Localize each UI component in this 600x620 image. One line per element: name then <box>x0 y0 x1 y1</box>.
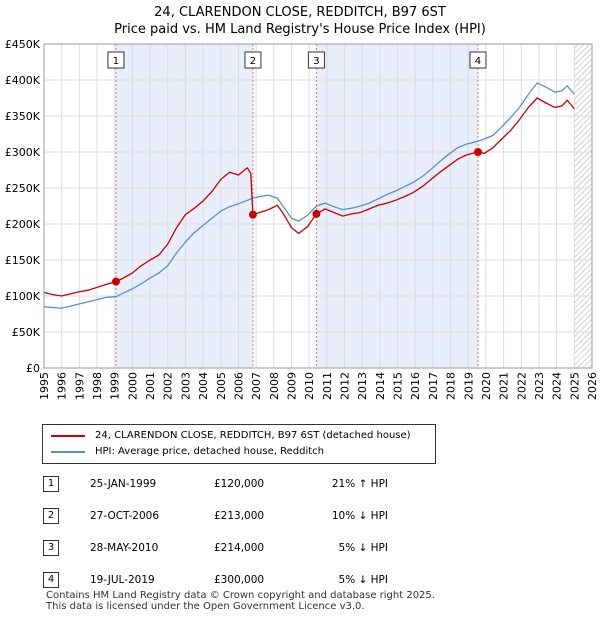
sale-date: 27-OCT-2006 <box>90 510 159 522</box>
x-tick-label: 2022 <box>515 372 528 400</box>
sale-price: £213,000 <box>214 510 265 522</box>
sale-number-badge: 3 <box>43 540 59 556</box>
x-tick-label: 2009 <box>285 372 298 400</box>
y-tick-label: £0 <box>26 362 40 375</box>
x-tick-label: 2011 <box>321 372 334 400</box>
sale-date: 28-MAY-2010 <box>90 542 159 554</box>
sale-price: £120,000 <box>214 478 265 490</box>
sale-number-box <box>107 51 125 69</box>
sale-point <box>312 209 321 218</box>
x-tick-label: 2025 <box>568 372 581 400</box>
sale-date: 25-JAN-1999 <box>90 478 157 490</box>
legend-label-hpi: HPI: Average price, detached house, Redd… <box>95 446 324 457</box>
title-line-1: 24, CLARENDON CLOSE, REDDITCH, B97 6ST <box>154 5 446 20</box>
x-tick-label: 2023 <box>533 372 546 400</box>
x-tick-label: 2024 <box>551 372 564 400</box>
table-row: 4 19-JUL-2019 £300,000 5% ↓ HPI <box>42 568 442 600</box>
property-price-line <box>44 97 575 297</box>
y-tick-label: £100K <box>5 290 41 303</box>
y-tick-label: £250K <box>5 182 41 195</box>
x-tick-label: 2000 <box>126 372 139 400</box>
legend-item-hpi: HPI: Average price, detached house, Redd… <box>51 446 324 458</box>
y-tick-label: £300K <box>5 146 41 159</box>
x-tick-label: 2018 <box>445 372 458 400</box>
x-tick-label: 2012 <box>339 372 352 400</box>
y-tick-label: £350K <box>5 110 41 123</box>
sale-hpi-change: 5% ↓ HPI <box>338 542 388 554</box>
table-row: 1 25-JAN-1999 £120,000 21% ↑ HPI <box>42 472 442 504</box>
sale-hpi-change: 5% ↓ HPI <box>338 574 388 586</box>
legend-item-property: 24, CLARENDON CLOSE, REDDITCH, B97 6ST (… <box>51 430 411 442</box>
table-row: 2 27-OCT-2006 £213,000 10% ↓ HPI <box>42 504 442 536</box>
legend: 24, CLARENDON CLOSE, REDDITCH, B97 6ST (… <box>42 424 436 464</box>
x-tick-label: 2020 <box>480 372 493 400</box>
x-tick-label: 2014 <box>374 372 387 400</box>
x-tick-label: 2021 <box>498 372 511 400</box>
x-tick-label: 2010 <box>303 372 316 400</box>
sales-table: 1 25-JAN-1999 £120,000 21% ↑ HPI 2 27-OC… <box>42 472 442 600</box>
sale-price: £300,000 <box>214 574 265 586</box>
x-tick-label: 2017 <box>427 372 440 400</box>
x-tick-label: 2013 <box>356 372 369 400</box>
sale-hpi-change: 10% ↓ HPI <box>331 510 388 522</box>
x-tick-label: 1998 <box>91 372 104 400</box>
chart-title: 24, CLARENDON CLOSE, REDDITCH, B97 6ST P… <box>0 4 600 38</box>
footer-line-2: This data is licensed under the Open Gov… <box>46 601 365 612</box>
x-tick-label: 1995 <box>38 372 51 400</box>
sale-hpi-change: 21% ↑ HPI <box>331 478 388 490</box>
y-tick-label: £450K <box>5 38 41 51</box>
y-tick-label: £150K <box>5 254 41 267</box>
sale-number-badge: 2 <box>43 508 59 524</box>
title-line-2: Price paid vs. HM Land Registry's House … <box>114 22 486 37</box>
sale-price: £214,000 <box>214 542 265 554</box>
y-tick-label: £400K <box>5 74 41 87</box>
sale-number-label: 1 <box>113 56 119 67</box>
x-tick-label: 2026 <box>586 372 599 400</box>
y-tick-label: £200K <box>5 218 41 231</box>
legend-label-property: 24, CLARENDON CLOSE, REDDITCH, B97 6ST (… <box>95 430 411 441</box>
sale-number-badge: 1 <box>43 476 59 492</box>
sale-number-label: 3 <box>313 56 319 67</box>
footer-attribution: Contains HM Land Registry data © Crown c… <box>46 590 435 612</box>
x-tick-label: 2002 <box>162 372 175 400</box>
sale-point <box>473 148 482 156</box>
sale-point <box>248 210 257 219</box>
x-tick-label: 2007 <box>250 372 263 400</box>
x-tick-label: 2016 <box>409 372 422 400</box>
x-tick-label: 2001 <box>144 372 157 400</box>
future-hatch-region <box>574 44 592 368</box>
hpi-line <box>44 82 575 309</box>
sale-number-label: 4 <box>475 56 481 67</box>
legend-swatch-property <box>51 435 85 437</box>
sale-number-box <box>469 51 487 69</box>
sale-number-badge: 4 <box>43 572 59 588</box>
sale-number-box <box>307 51 325 69</box>
x-tick-label: 2006 <box>232 372 245 400</box>
footer-line-1: Contains HM Land Registry data © Crown c… <box>46 590 435 601</box>
x-tick-label: 2008 <box>268 372 281 400</box>
x-tick-label: 2004 <box>197 372 210 400</box>
sale-date: 19-JUL-2019 <box>90 574 155 586</box>
legend-swatch-hpi <box>51 451 85 453</box>
price-chart: 1 2 3 4 £0 £50K £100K £150K £200K £250K £300K £350K… <box>5 38 599 400</box>
x-tick-label: 2019 <box>462 372 475 400</box>
sale-number-box <box>244 51 262 69</box>
x-tick-label: 1999 <box>109 372 122 400</box>
sale-number-label: 2 <box>250 56 256 67</box>
x-tick-label: 1996 <box>56 372 69 400</box>
sale-point <box>111 277 120 286</box>
x-tick-label: 2015 <box>392 372 405 400</box>
table-row: 3 28-MAY-2010 £214,000 5% ↓ HPI <box>42 536 442 568</box>
plot-border <box>43 43 593 369</box>
x-tick-label: 1997 <box>73 372 86 400</box>
x-tick-label: 2003 <box>179 372 192 400</box>
y-tick-label: £50K <box>12 326 41 339</box>
x-tick-label: 2005 <box>215 372 228 400</box>
